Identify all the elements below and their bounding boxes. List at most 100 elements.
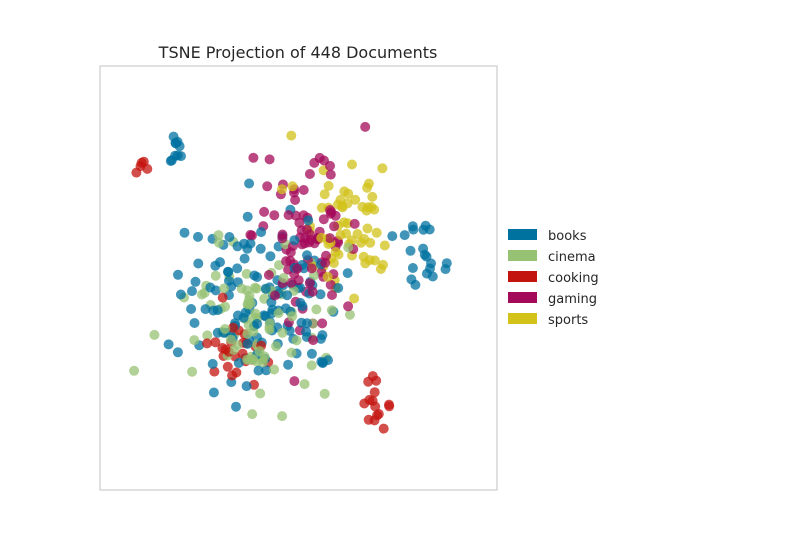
point-books xyxy=(289,235,300,246)
point-gaming xyxy=(343,301,354,312)
point-cooking xyxy=(228,322,239,333)
point-gaming xyxy=(277,233,288,244)
point-sports xyxy=(287,181,298,192)
legend-swatch-gaming xyxy=(508,292,537,303)
legend-swatch-sports xyxy=(508,313,537,324)
point-gaming xyxy=(285,247,296,258)
point-sports xyxy=(377,163,388,174)
point-gaming xyxy=(324,233,335,244)
point-gaming xyxy=(263,270,274,280)
point-books xyxy=(256,227,267,238)
point-cinema xyxy=(242,328,253,339)
point-cinema xyxy=(271,341,281,352)
point-cinema xyxy=(210,270,221,281)
point-cinema xyxy=(269,364,280,375)
point-books xyxy=(283,359,294,370)
point-books xyxy=(193,231,203,242)
point-sports xyxy=(367,191,378,202)
point-gaming xyxy=(307,286,318,297)
point-cooking xyxy=(209,366,220,377)
point-cinema xyxy=(232,340,243,350)
chart-title: TSNE Projection of 448 Documents xyxy=(158,43,438,62)
legend-label-cooking: cooking xyxy=(548,271,599,286)
point-books xyxy=(231,401,241,412)
point-sports xyxy=(341,228,352,239)
point-cinema xyxy=(236,283,247,294)
point-cinema xyxy=(299,379,310,390)
point-books xyxy=(179,227,190,238)
point-gaming xyxy=(349,218,360,229)
point-books xyxy=(223,266,233,277)
point-cinema xyxy=(259,351,270,362)
point-cooking xyxy=(384,399,394,410)
point-books xyxy=(323,355,333,366)
legend-swatch-cinema xyxy=(508,250,537,261)
point-cooking xyxy=(217,292,228,303)
point-gaming xyxy=(259,206,270,217)
point-books xyxy=(166,155,177,166)
point-gaming xyxy=(292,263,303,274)
point-cinema xyxy=(278,273,289,283)
point-books xyxy=(421,251,432,262)
point-books xyxy=(261,365,272,376)
point-books xyxy=(238,312,249,323)
point-gaming xyxy=(262,181,273,192)
point-books xyxy=(387,231,398,242)
point-cinema xyxy=(343,242,354,253)
point-cinema xyxy=(250,308,261,319)
legend-swatch-cooking xyxy=(508,271,537,282)
point-books xyxy=(282,290,293,301)
point-sports xyxy=(365,237,376,248)
point-cooking xyxy=(220,344,231,355)
point-cinema xyxy=(213,237,224,248)
legend-label-sports: sports xyxy=(548,313,588,328)
point-cinema xyxy=(345,309,355,320)
point-books xyxy=(408,224,419,235)
point-sports xyxy=(316,202,327,213)
point-cinema xyxy=(286,347,297,358)
point-cinema xyxy=(251,283,262,294)
point-sports xyxy=(330,247,341,258)
point-books xyxy=(303,215,314,226)
point-gaming xyxy=(326,207,337,218)
point-sports xyxy=(339,186,350,197)
point-gaming xyxy=(304,278,315,289)
point-cooking xyxy=(369,415,380,426)
point-cinema xyxy=(277,411,288,422)
point-cinema xyxy=(273,308,284,319)
scatter-points xyxy=(129,121,452,434)
point-books xyxy=(302,318,312,329)
point-books xyxy=(208,387,219,398)
point-gaming xyxy=(320,257,331,268)
point-cinema xyxy=(149,329,160,340)
point-books xyxy=(244,178,255,189)
point-cinema xyxy=(291,335,302,346)
point-books xyxy=(187,286,197,297)
point-gaming xyxy=(317,318,328,329)
point-gaming xyxy=(245,229,256,240)
point-cinema xyxy=(241,268,252,279)
point-books xyxy=(168,131,179,142)
point-cinema xyxy=(247,409,258,420)
legend-label-cinema: cinema xyxy=(548,250,596,265)
point-books xyxy=(163,339,174,350)
point-gaming xyxy=(248,152,259,163)
point-books xyxy=(265,251,276,262)
point-books xyxy=(190,276,201,287)
point-gaming xyxy=(329,221,340,232)
point-gaming xyxy=(318,214,329,225)
point-gaming xyxy=(325,160,335,171)
point-cinema xyxy=(277,327,288,338)
point-books xyxy=(266,308,277,319)
point-cooking xyxy=(227,370,238,381)
point-gaming xyxy=(294,217,305,228)
point-books xyxy=(441,258,452,269)
point-gaming xyxy=(308,335,319,346)
point-books xyxy=(242,211,253,222)
point-sports xyxy=(375,264,386,274)
point-gaming xyxy=(327,290,337,300)
point-books xyxy=(232,241,243,252)
point-books xyxy=(210,260,221,271)
legend: books cinema cooking gaming sports xyxy=(508,229,599,328)
